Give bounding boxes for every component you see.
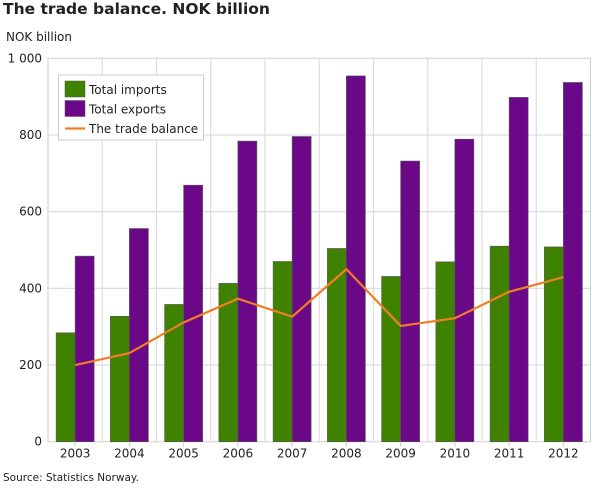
x-tick-label: 2011 [494, 447, 525, 461]
y-tick-label: 200 [19, 358, 42, 372]
legend-label: The trade balance [88, 122, 198, 136]
x-tick-label: 2004 [114, 447, 145, 461]
bar-total-imports-2003 [55, 332, 76, 442]
y-tick-label: 0 [34, 435, 42, 449]
source-note: Source: Statistics Norway. [3, 472, 139, 484]
bar-total-exports-2009 [400, 160, 420, 442]
bar-total-imports-2007 [272, 261, 293, 443]
legend-label: Total imports [88, 83, 167, 97]
line-trade-balance [74, 267, 564, 367]
bar-total-imports-2010 [435, 261, 456, 443]
x-tick-label: 2009 [385, 447, 416, 461]
bar-total-exports-2008 [346, 75, 366, 443]
legend-swatch [64, 80, 86, 98]
x-tick-label: 2003 [60, 447, 91, 461]
bar-total-exports-2006 [237, 140, 258, 442]
bar-total-exports-2005 [183, 184, 203, 442]
bar-total-imports-2012 [544, 246, 564, 442]
x-tick-label: 2010 [440, 447, 471, 461]
y-tick-label: 600 [19, 205, 42, 219]
y-tick-label: 800 [19, 128, 42, 142]
bar-total-imports-2006 [218, 283, 239, 442]
bar-total-exports-2003 [74, 255, 95, 442]
bar-total-exports-2004 [129, 228, 149, 442]
legend-label: Total exports [88, 103, 166, 117]
x-tick-label: 2007 [277, 447, 308, 461]
bar-total-exports-2010 [454, 138, 475, 442]
chart-title: The trade balance. NOK billion [3, 0, 270, 18]
bar-total-exports-2011 [508, 97, 529, 443]
x-tick-label: 2012 [548, 447, 579, 461]
x-tick-label: 2008 [331, 447, 362, 461]
y-axis-label: NOK billion [6, 30, 73, 44]
bar-total-exports-2007 [291, 136, 312, 442]
bar-total-exports-2012 [563, 82, 583, 442]
legend: Total imports Total exports The trade bala… [58, 74, 204, 141]
x-tick-label: 2005 [168, 447, 199, 461]
y-tick-label: 400 [19, 281, 42, 295]
x-tick-label: 2006 [223, 447, 254, 461]
legend-swatch [64, 100, 86, 117]
bar-total-imports-2011 [489, 245, 510, 442]
bar-total-imports-2004 [110, 316, 130, 442]
bar-total-imports-2009 [381, 276, 401, 442]
y-tick-label: 1 000 [8, 51, 42, 65]
